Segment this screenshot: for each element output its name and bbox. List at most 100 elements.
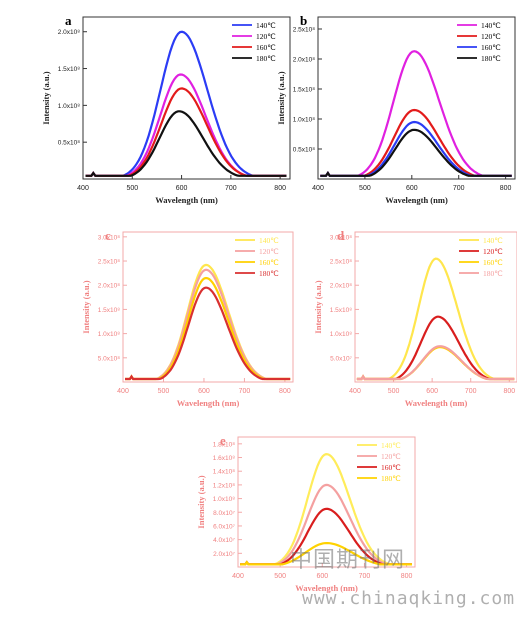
y-tick-label: 1.5x10⁸ (293, 87, 316, 94)
y-tick-label: 3.0x10⁸ (330, 234, 353, 241)
x-tick-label: 800 (401, 573, 413, 580)
plot-frame (122, 231, 294, 383)
x-tick-label: 800 (274, 185, 286, 192)
legend-label: 120℃ (483, 247, 503, 256)
x-axis-label: Wavelength (nm) (155, 195, 218, 205)
y-axis-label: Intensity (a.u.) (41, 71, 51, 124)
y-tick-label: 2.0x10⁸ (330, 283, 353, 290)
y-axis-label: Intensity (a.u.) (313, 280, 323, 333)
series-line-4 (240, 542, 412, 566)
y-tick-label: 2.0x10⁸ (58, 29, 81, 36)
x-axis-label: Wavelength (nm) (385, 195, 448, 205)
y-tick-label: 1.0x10⁸ (58, 103, 81, 110)
series-line-4 (125, 286, 291, 381)
x-axis-label: Wavelength (nm) (405, 398, 468, 408)
y-tick-label: 2.5x10⁸ (293, 27, 316, 34)
y-tick-label: 0.5x10⁸ (293, 147, 316, 154)
plot-frame (354, 231, 517, 383)
series-line-3 (356, 346, 515, 381)
panel-label: e (220, 433, 226, 448)
legend-label: 180℃ (381, 474, 401, 483)
y-tick-label: 0.5x10⁸ (58, 140, 81, 147)
chart-panel-a: a 400 500 600 700 800 0.5x10⁸ 1.0x10⁸ 1.5x10⁸ 2.0… (41, 13, 291, 205)
legend-label: 140℃ (381, 441, 401, 450)
series-line-4 (85, 110, 287, 177)
legend-label: 180℃ (259, 269, 279, 278)
y-tick-label: 2.0x10⁷ (213, 551, 236, 558)
legend-label: 180℃ (483, 269, 503, 278)
y-tick-label: 1.5x10⁸ (58, 66, 81, 73)
y-tick-label: 1.0x10⁸ (293, 117, 316, 124)
x-tick-label: 700 (225, 185, 237, 192)
y-tick-label: 3.0x10⁸ (98, 234, 121, 241)
y-tick-label: 2.5x10⁸ (330, 259, 353, 266)
legend-label: 140℃ (483, 236, 503, 245)
y-tick-label: 4.0x10⁷ (213, 537, 236, 544)
x-tick-label: 800 (503, 388, 515, 395)
x-tick-label: 700 (453, 185, 465, 192)
series-line-1 (320, 50, 512, 177)
x-tick-label: 500 (359, 185, 371, 192)
series-line-2 (125, 268, 291, 381)
legend-label: 140℃ (481, 21, 501, 30)
y-tick-label: 1.5x10⁸ (330, 307, 353, 314)
panel-label: a (65, 13, 72, 28)
legend-label: 160℃ (481, 43, 501, 52)
legend-label: 180℃ (256, 54, 276, 63)
x-tick-label: 500 (274, 573, 286, 580)
series-line-4 (356, 345, 515, 381)
x-tick-label: 600 (316, 573, 328, 580)
y-tick-label: 1.5x10⁸ (98, 307, 121, 314)
series-line-2 (320, 108, 512, 177)
x-tick-label: 800 (500, 185, 512, 192)
x-tick-label: 700 (465, 388, 477, 395)
legend-label: 120℃ (256, 32, 276, 41)
x-tick-label: 600 (406, 185, 418, 192)
y-tick-label: 1.0x10⁸ (213, 496, 236, 503)
y-tick-label: 1.4x10⁸ (213, 469, 236, 476)
x-tick-label: 700 (359, 573, 371, 580)
y-tick-label: 6.0x10⁷ (213, 523, 236, 530)
x-tick-label: 500 (126, 185, 138, 192)
y-tick-label: 5.0x10⁸ (98, 355, 121, 362)
legend-label: 160℃ (483, 258, 503, 267)
x-tick-label: 400 (232, 573, 244, 580)
y-tick-label: 2.5x10⁸ (98, 259, 121, 266)
legend-label: 160℃ (381, 463, 401, 472)
legend-label: 120℃ (481, 32, 501, 41)
y-tick-label: 1.2x10⁸ (213, 482, 236, 489)
plot-frame (317, 16, 516, 180)
y-tick-label: 1.0x10⁸ (98, 331, 121, 338)
series-line-4 (320, 128, 512, 177)
legend-label: 140℃ (256, 21, 276, 30)
y-tick-label: 1.0x10⁸ (330, 331, 353, 338)
legend-label: 140℃ (259, 236, 279, 245)
plot-frame (82, 16, 291, 180)
y-tick-label: 5.0x10⁷ (330, 355, 353, 362)
legend-label: 160℃ (259, 258, 279, 267)
y-tick-label: 1.6x10⁸ (213, 455, 236, 462)
legend-label: 180℃ (481, 54, 501, 63)
y-tick-label: 1.8x10⁸ (213, 441, 236, 448)
x-tick-label: 800 (279, 388, 291, 395)
x-tick-label: 500 (158, 388, 170, 395)
x-axis-label: Wavelength (nm) (177, 398, 240, 408)
chart-panel-b: b 400 500 600 700 800 0.5x10⁸ 1.0x10⁸ 1.5x10⁸ 2.0… (276, 13, 516, 205)
watermark-url: www.chinaqking.com (302, 588, 516, 609)
y-axis-label: Intensity (a.u.) (276, 71, 286, 124)
legend-label: 120℃ (259, 247, 279, 256)
x-tick-label: 400 (312, 185, 324, 192)
chart-panel-e: e 400 500 600 700 800 2.0x10⁷ 4.0x10⁷ 6.0x10⁷ 8.0… (196, 433, 416, 593)
y-tick-label: 2.0x10⁸ (293, 57, 316, 64)
chart-panel-c: c 400 500 600 700 800 5.0x10⁸ 1.0x10⁸ 1.5x10⁸ 2.0… (81, 228, 294, 408)
x-tick-label: 600 (176, 185, 188, 192)
panel-label: c (105, 228, 111, 243)
x-tick-label: 600 (198, 388, 210, 395)
series-line-3 (125, 276, 291, 381)
chart-panel-d: d 400 500 600 700 800 5.0x10⁷ 1.0x10⁸ 1.5x10⁸ 2.0… (313, 228, 517, 408)
series-line-1 (125, 263, 291, 381)
x-tick-label: 700 (239, 388, 251, 395)
panel-label: d (337, 228, 345, 243)
x-tick-label: 600 (426, 388, 438, 395)
